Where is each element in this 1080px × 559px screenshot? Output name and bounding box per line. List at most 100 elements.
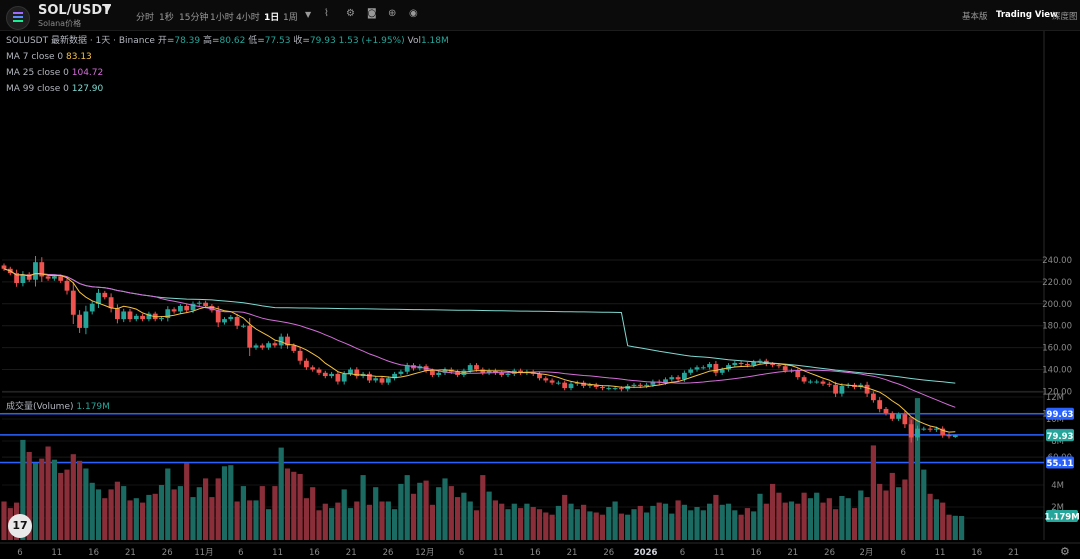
candle-body	[436, 372, 442, 375]
candle-body	[486, 370, 492, 373]
volume-bar	[770, 483, 776, 540]
candle-body	[795, 370, 801, 378]
volume-bar	[234, 501, 240, 540]
timeframe-15m[interactable]: 15分钟	[179, 13, 209, 23]
volume-bar	[341, 489, 347, 540]
volume-bar	[807, 498, 813, 540]
timeframe-1d[interactable]: 1日	[264, 13, 280, 23]
time-tick-label: 6	[900, 548, 905, 558]
candle-body	[518, 370, 523, 373]
symbol-selector[interactable]: SOL/USDT	[38, 3, 112, 18]
candle-body	[121, 311, 127, 320]
ma7-value: 83.13	[66, 52, 92, 62]
candle-body	[39, 262, 45, 277]
volume-bar	[625, 514, 631, 540]
timeframe-1w[interactable]: 1周	[283, 13, 298, 23]
volume-bar	[959, 516, 965, 540]
view-depth[interactable]: 深度图	[1052, 12, 1078, 22]
volume-bar	[404, 475, 410, 540]
ma99-value: 127.90	[71, 84, 104, 94]
volume-bar	[108, 489, 114, 540]
price-tag-label: 79.93	[1047, 432, 1074, 442]
candle-body	[587, 384, 593, 386]
candle-body	[241, 325, 246, 327]
candle-body	[833, 384, 838, 394]
candle-body	[915, 428, 920, 438]
candle-body	[133, 315, 139, 320]
candle-body	[600, 387, 605, 389]
volume-bar	[203, 478, 209, 540]
time-tick-label: 2026	[634, 548, 658, 558]
candle-body	[367, 373, 372, 381]
candle-body	[310, 367, 316, 370]
volume-tick-label: 12M	[1046, 393, 1064, 403]
candle-body	[543, 378, 549, 381]
view-basic[interactable]: 基本版	[962, 12, 988, 22]
volume-bar	[89, 482, 95, 540]
volume-bar	[814, 492, 820, 540]
volume-bar	[568, 503, 574, 540]
volume-bars	[1, 398, 965, 540]
candle-body	[940, 428, 946, 436]
replay-icon[interactable]: ◉	[409, 8, 418, 19]
volume-bar	[870, 445, 876, 540]
volume-bar	[121, 486, 127, 540]
volume-bar	[209, 497, 215, 540]
time-tick-label: 21	[567, 548, 578, 558]
volume-bar	[196, 487, 202, 540]
view-tradingview[interactable]: Trading View	[996, 10, 1058, 20]
volume-bar	[511, 503, 517, 540]
timeframe-tick[interactable]: 分时	[136, 13, 155, 23]
volume-bar	[707, 503, 713, 540]
candle-body	[902, 414, 908, 425]
candle-body	[115, 308, 120, 320]
price-tick-label: 120.00	[1042, 387, 1072, 397]
volume-tag-label: 1.179M	[1044, 513, 1079, 523]
time-tick-label: 21	[787, 548, 798, 558]
volume-bar	[410, 493, 417, 540]
timeframe-4h[interactable]: 4小时	[236, 13, 260, 23]
time-tick-label: 11	[493, 548, 504, 558]
volume-bar	[952, 515, 958, 540]
more-timeframes-icon[interactable]: ▼	[305, 10, 312, 19]
candle-body	[864, 384, 870, 394]
volume-bar	[562, 494, 568, 540]
volume-bar	[725, 503, 732, 540]
camera-icon[interactable]: ◙	[367, 8, 377, 19]
volume-bar	[480, 475, 486, 540]
vol-value: 1.18M	[420, 36, 449, 46]
ma7-row: MA 7 close 0 83.13	[6, 52, 92, 62]
volume-bar	[946, 514, 952, 540]
candle-body	[619, 388, 624, 390]
time-tick-label: 6	[459, 548, 464, 558]
volume-bar	[436, 487, 442, 540]
candle-body	[285, 336, 290, 346]
volume-bar	[51, 459, 57, 540]
settings-icon[interactable]: ⚙	[346, 8, 355, 19]
candle-body	[757, 360, 763, 362]
ma99-row: MA 99 close 0 127.90	[6, 84, 104, 94]
price-tick-label: 240.00	[1042, 256, 1072, 266]
chevron-down-icon[interactable]: ▼	[104, 4, 111, 14]
volume-bar	[518, 508, 524, 540]
tradingview-logo-icon[interactable]: 17	[8, 514, 32, 538]
indicator-icon[interactable]: ⌇	[324, 8, 329, 19]
plus-icon[interactable]: ⊕	[388, 8, 397, 19]
timeframe-1s[interactable]: 1秒	[159, 13, 174, 23]
volume-bar	[757, 493, 763, 540]
ma25-line	[3, 268, 956, 408]
candle-body	[871, 393, 876, 401]
candle-body	[726, 365, 731, 370]
axis-settings-icon[interactable]: ⚙	[1060, 545, 1070, 558]
timeframe-1h[interactable]: 1小时	[210, 13, 234, 23]
candle-body	[70, 290, 76, 315]
volume-tick-label: 2M	[1051, 503, 1064, 513]
volume-bar	[392, 509, 398, 540]
candle-body	[398, 371, 404, 374]
volume-bar	[927, 493, 933, 540]
volume-bar	[442, 478, 448, 540]
candle-body	[209, 305, 215, 311]
candle-body	[77, 314, 82, 328]
volume-bar	[95, 489, 102, 540]
